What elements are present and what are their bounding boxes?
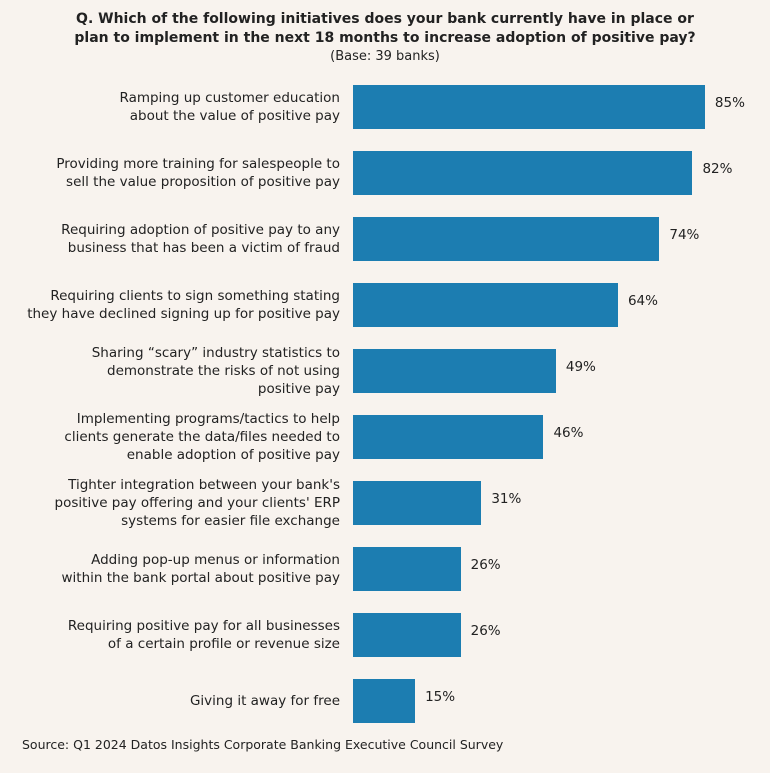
category-label: Requiring clients to sign something stat… <box>27 288 340 322</box>
bar <box>353 547 461 591</box>
chart-subtitle: (Base: 39 banks) <box>330 49 440 64</box>
value-label: 26% <box>470 557 501 573</box>
chart-title: Q. Which of the following initiatives do… <box>74 11 696 46</box>
bar <box>353 349 556 393</box>
value-label: 49% <box>565 359 596 375</box>
bar <box>353 481 482 525</box>
value-label: 26% <box>470 623 501 639</box>
value-label: 64% <box>627 293 658 309</box>
value-label: 85% <box>714 95 745 111</box>
value-label: 82% <box>702 161 733 177</box>
category-label: Giving it away for free <box>189 693 340 709</box>
category-label: Adding pop-up menus or information withi… <box>61 552 341 586</box>
bar <box>353 217 660 261</box>
bar <box>353 85 705 129</box>
value-label: 15% <box>425 689 456 705</box>
category-label: Requiring adoption of positive pay to an… <box>61 222 340 256</box>
value-label: 31% <box>491 491 522 507</box>
category-label: Ramping up customer education about the … <box>119 90 340 124</box>
category-label: Requiring positive pay for all businesse… <box>67 618 340 652</box>
value-label: 74% <box>669 227 700 243</box>
category-label: Tighter integration between your bank's … <box>54 477 340 529</box>
bar <box>353 613 461 657</box>
bar <box>353 679 416 723</box>
bar <box>353 283 618 327</box>
value-label: 46% <box>553 425 584 441</box>
category-label: Providing more training for salespeople … <box>56 156 340 190</box>
bar <box>353 415 544 459</box>
category-label: Implementing programs/tactics to help cl… <box>64 411 340 463</box>
bar <box>353 151 693 195</box>
category-label: Sharing “scary” industry statistics to d… <box>91 345 340 397</box>
source-note: Source: Q1 2024 Datos Insights Corporate… <box>22 737 504 752</box>
